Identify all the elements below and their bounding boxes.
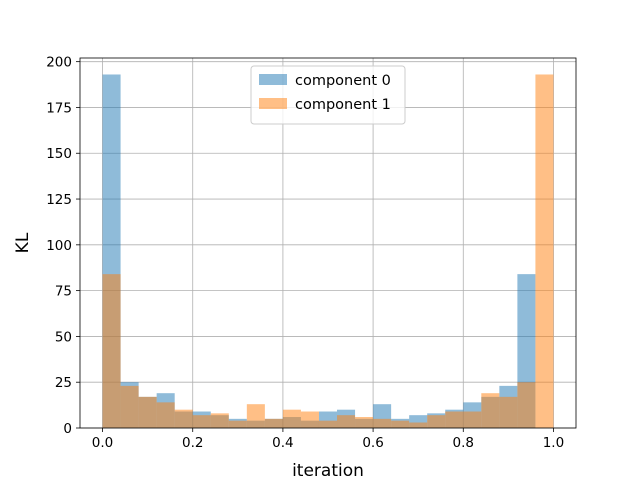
legend-swatch-component-1 [259, 98, 287, 109]
bar-component-1 [355, 417, 374, 428]
x-tick-label: 1.0 [543, 435, 564, 451]
y-tick-label: 100 [46, 238, 72, 254]
y-tick-label: 125 [46, 192, 72, 208]
bar-component-1 [427, 415, 446, 428]
y-tick-label: 25 [55, 375, 72, 391]
bar-component-1 [156, 402, 175, 428]
bar-component-1 [246, 404, 265, 428]
x-tick-label: 0.0 [92, 435, 113, 451]
bar-component-1 [264, 418, 283, 428]
bar-component-1 [192, 415, 211, 428]
bar-component-1 [481, 393, 500, 428]
axis-ticks: 0.0 0.2 0.4 0.6 0.8 1.0 0 25 50 75 100 125 150 175 200 [46, 55, 564, 451]
bar-component-1 [337, 415, 356, 428]
bar-component-1 [318, 420, 338, 428]
x-tick-label: 0.8 [453, 435, 474, 451]
y-tick-label: 175 [46, 100, 72, 116]
bar-component-1 [535, 74, 554, 429]
plot-frame [79, 57, 577, 429]
bar-component-1 [138, 396, 157, 428]
bar-component-1 [228, 420, 247, 428]
bar-component-1 [120, 385, 139, 428]
y-tick-label: 75 [55, 284, 72, 300]
bar-component-1 [463, 411, 482, 428]
x-axis-label: iteration [292, 461, 364, 480]
legend-label-component-0: component 0 [295, 73, 391, 89]
y-axis-label: KL [13, 232, 33, 253]
bar-component-1 [210, 413, 229, 428]
bar-component-1 [102, 274, 121, 428]
histogram-bars [102, 74, 554, 429]
legend-box [250, 65, 406, 125]
bar-component-1 [391, 420, 410, 428]
x-tick-label: 0.4 [272, 435, 293, 451]
bar-component-1 [300, 411, 319, 428]
bar-component-1 [409, 422, 428, 428]
bar-component-1 [373, 418, 392, 428]
bar-component-1 [445, 411, 464, 428]
y-tick-label: 200 [46, 55, 72, 71]
bar-component-1 [499, 396, 518, 428]
y-tick-label: 50 [55, 329, 72, 345]
x-tick-label: 0.6 [362, 435, 383, 451]
y-tick-label: 0 [63, 421, 72, 437]
bar-component-1 [517, 382, 536, 428]
x-tick-label: 0.2 [182, 435, 203, 451]
y-tick-label: 150 [46, 146, 72, 162]
bar-component-1 [174, 409, 193, 428]
bar-component-1 [282, 409, 301, 428]
legend-swatch-component-0 [259, 74, 287, 85]
legend: component 0 component 1 [250, 65, 406, 125]
legend-label-component-1: component 1 [295, 97, 391, 113]
